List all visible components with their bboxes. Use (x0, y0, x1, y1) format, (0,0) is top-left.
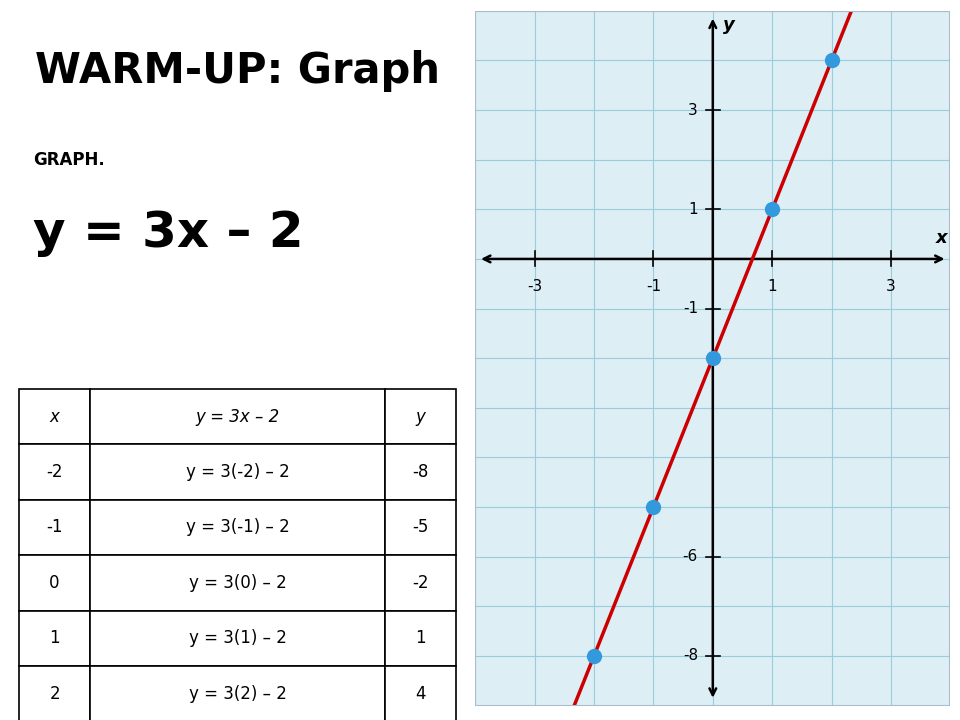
Text: y = 3(1) – 2: y = 3(1) – 2 (189, 629, 286, 647)
Text: -2: -2 (46, 463, 62, 481)
FancyBboxPatch shape (19, 444, 90, 500)
Text: -3: -3 (527, 279, 542, 294)
Text: 0: 0 (49, 574, 60, 592)
FancyBboxPatch shape (90, 500, 385, 555)
Text: 1: 1 (767, 279, 777, 294)
Text: 1: 1 (49, 629, 60, 647)
Text: WARM-UP: Graph: WARM-UP: Graph (36, 50, 440, 92)
Text: -5: -5 (413, 518, 429, 536)
FancyBboxPatch shape (19, 611, 90, 666)
FancyBboxPatch shape (385, 666, 456, 720)
FancyBboxPatch shape (385, 555, 456, 611)
Text: y: y (724, 16, 735, 34)
Text: 3: 3 (886, 279, 896, 294)
Text: -6: -6 (683, 549, 698, 564)
FancyBboxPatch shape (19, 500, 90, 555)
FancyBboxPatch shape (385, 500, 456, 555)
FancyBboxPatch shape (90, 389, 385, 444)
Text: -8: -8 (413, 463, 429, 481)
FancyBboxPatch shape (19, 555, 90, 611)
Text: GRAPH.: GRAPH. (34, 151, 105, 169)
Text: x: x (936, 228, 948, 246)
Text: y = 3(-2) – 2: y = 3(-2) – 2 (185, 463, 290, 481)
Text: y = 3(0) – 2: y = 3(0) – 2 (189, 574, 286, 592)
FancyBboxPatch shape (90, 611, 385, 666)
FancyBboxPatch shape (90, 666, 385, 720)
Text: y = 3(2) – 2: y = 3(2) – 2 (189, 685, 286, 703)
Text: y = 3(-1) – 2: y = 3(-1) – 2 (185, 518, 290, 536)
Text: -1: -1 (646, 279, 661, 294)
Text: y = 3x – 2: y = 3x – 2 (34, 209, 304, 257)
Text: -2: -2 (413, 574, 429, 592)
FancyBboxPatch shape (385, 611, 456, 666)
Text: 3: 3 (688, 102, 698, 117)
Text: y: y (416, 408, 425, 426)
FancyBboxPatch shape (19, 389, 90, 444)
Text: y = 3x – 2: y = 3x – 2 (196, 408, 279, 426)
Text: 1: 1 (416, 629, 426, 647)
FancyBboxPatch shape (90, 444, 385, 500)
Text: -8: -8 (683, 649, 698, 663)
Text: -1: -1 (46, 518, 62, 536)
Text: x: x (50, 408, 60, 426)
FancyBboxPatch shape (385, 444, 456, 500)
Text: 2: 2 (49, 685, 60, 703)
FancyBboxPatch shape (90, 555, 385, 611)
Text: 4: 4 (416, 685, 426, 703)
FancyBboxPatch shape (385, 389, 456, 444)
Text: -1: -1 (683, 301, 698, 316)
FancyBboxPatch shape (19, 666, 90, 720)
Text: 1: 1 (688, 202, 698, 217)
